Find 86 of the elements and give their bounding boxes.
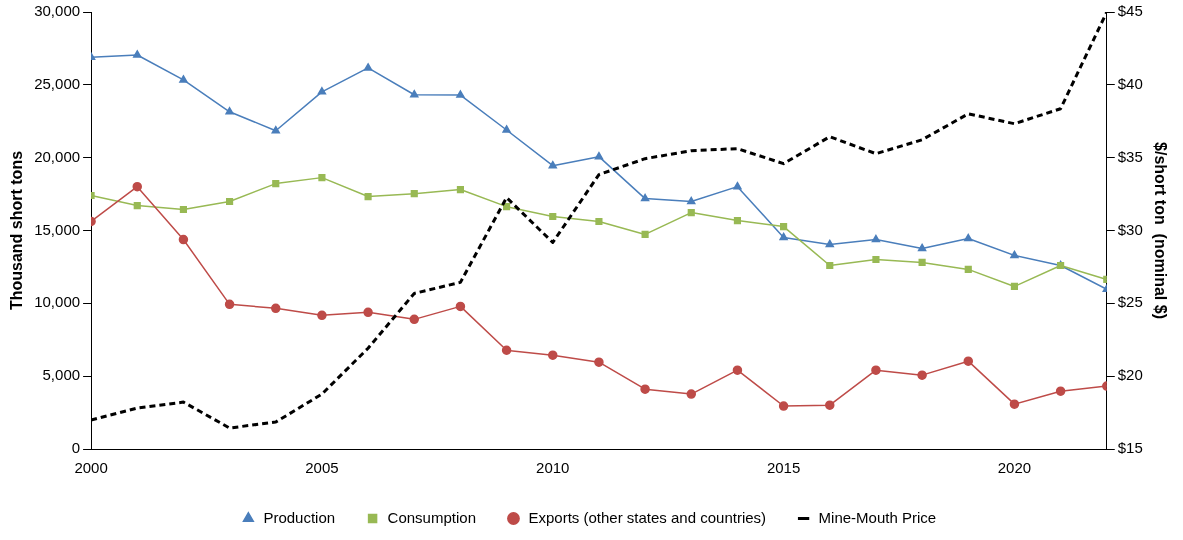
- point: [686, 389, 697, 399]
- point: [501, 345, 512, 355]
- point: [225, 107, 234, 115]
- point: [918, 258, 926, 266]
- point: [271, 125, 280, 134]
- point: [595, 217, 603, 226]
- point: [410, 89, 419, 98]
- point: [548, 350, 558, 360]
- point: [409, 314, 419, 325]
- point: [1009, 399, 1020, 409]
- y-tick-label: 0: [71, 439, 81, 457]
- point: [871, 365, 881, 375]
- point: [640, 193, 650, 202]
- point: [224, 299, 235, 310]
- point: [733, 217, 742, 225]
- point: [226, 197, 234, 206]
- x-tick-label: 2000: [74, 459, 108, 477]
- point: [178, 234, 189, 245]
- point: [318, 174, 326, 182]
- point: [1055, 386, 1066, 396]
- point: [964, 233, 973, 242]
- point: [455, 301, 466, 312]
- point: [594, 151, 604, 160]
- y2-tick-label: $35: [1117, 147, 1143, 165]
- point: [317, 87, 327, 95]
- point: [687, 209, 695, 217]
- point: [641, 230, 649, 239]
- y2-tick-label: $15: [1117, 439, 1143, 457]
- y-tick-label: 10,000: [34, 293, 81, 311]
- point: [825, 239, 834, 248]
- point: [179, 205, 187, 214]
- legend-label: Exports (other states and countries): [528, 508, 767, 526]
- x-tick-label: 2010: [536, 459, 570, 477]
- y2-tick-label: $20: [1117, 366, 1143, 384]
- point: [779, 232, 788, 241]
- point: [963, 356, 974, 366]
- y2-tick-label: $30: [1117, 220, 1143, 238]
- point: [271, 303, 281, 314]
- point: [132, 181, 142, 192]
- point: [964, 265, 972, 273]
- y-tick-label: 20,000: [34, 147, 81, 165]
- x-tick-label: 2015: [766, 459, 801, 477]
- point: [640, 384, 650, 394]
- point: [780, 222, 788, 231]
- point: [363, 63, 373, 71]
- point: [133, 50, 142, 58]
- x-tick-label: 2020: [997, 459, 1032, 477]
- point: [179, 75, 188, 83]
- point: [1010, 282, 1019, 291]
- point: [1010, 250, 1019, 259]
- point: [363, 307, 373, 318]
- point: [825, 400, 835, 410]
- point: [364, 192, 372, 201]
- point: [548, 160, 557, 169]
- point: [594, 357, 604, 367]
- y-axis-title: Thousand short tons: [8, 150, 26, 311]
- y-tick-label: 25,000: [34, 74, 81, 92]
- legend-label: Consumption: [387, 508, 476, 526]
- point: [133, 202, 141, 210]
- point: [503, 203, 511, 211]
- point: [456, 185, 464, 194]
- legend-label: Mine-Mouth Price: [818, 508, 937, 526]
- point: [317, 310, 327, 321]
- y-tick-label: 30,000: [34, 2, 81, 20]
- point: [826, 261, 834, 270]
- y2-tick-label: $40: [1117, 74, 1143, 92]
- legend-label: Production: [263, 508, 336, 526]
- x-tick-label: 2005: [305, 459, 339, 477]
- point: [778, 401, 789, 411]
- point: [872, 255, 880, 264]
- point: [871, 234, 881, 243]
- point: [410, 190, 418, 198]
- y-tick-label: 5,000: [42, 366, 81, 384]
- point: [732, 365, 743, 375]
- point: [917, 243, 927, 252]
- point: [502, 125, 511, 133]
- y-tick-label: 15,000: [34, 220, 81, 238]
- point: [456, 90, 465, 98]
- y2-axis-title: $/short ton (nominal $): [1151, 142, 1169, 319]
- y2-tick-label: $45: [1117, 2, 1143, 20]
- point: [733, 181, 742, 190]
- point: [272, 180, 280, 188]
- point: [549, 212, 557, 221]
- point: [917, 370, 927, 380]
- point: [687, 196, 696, 205]
- y2-tick-label: $25: [1117, 293, 1143, 311]
